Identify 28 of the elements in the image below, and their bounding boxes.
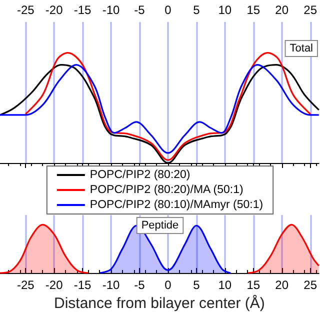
x-tick-label: 10 [218,3,232,17]
x-axis-title: Distance from bilayer center (Å) [54,294,265,312]
x-tick-label: -20 [45,3,64,17]
x-tick-label: 0 [164,3,172,17]
x-tick-label: 25 [304,3,318,17]
x-tick-label: -15 [74,3,92,17]
legend-label: POPC/PIP2 (80:20)/MA (50:1) [90,184,244,196]
x-tick-label: -10 [102,278,120,292]
x-tick-label: 5 [193,278,200,292]
x-tick-label: 20 [275,3,289,17]
x-tick-label: -10 [102,3,120,17]
annotation: Total [290,42,314,54]
x-tick-label: 20 [275,278,289,292]
x-tick-label: -5 [134,278,146,292]
x-tick-label: 25 [304,278,318,292]
x-tick-label: -25 [16,3,35,17]
x-tick-label: 15 [246,3,260,17]
x-tick-label: -20 [45,278,64,292]
legend-label: POPC/PIP2 (80:10)/MAmyr (50:1) [90,199,264,211]
x-tick-label: 10 [218,278,232,292]
x-tick-label: 15 [246,278,260,292]
annotation: Peptide [141,220,179,232]
x-tick-label: 0 [164,278,172,292]
x-tick-label: 5 [193,3,200,17]
x-tick-label: -25 [16,278,35,292]
legend-label: POPC/PIP2 (80:20) [90,169,190,181]
x-tick-label: -5 [134,3,146,17]
x-tick-label: -15 [74,278,92,292]
